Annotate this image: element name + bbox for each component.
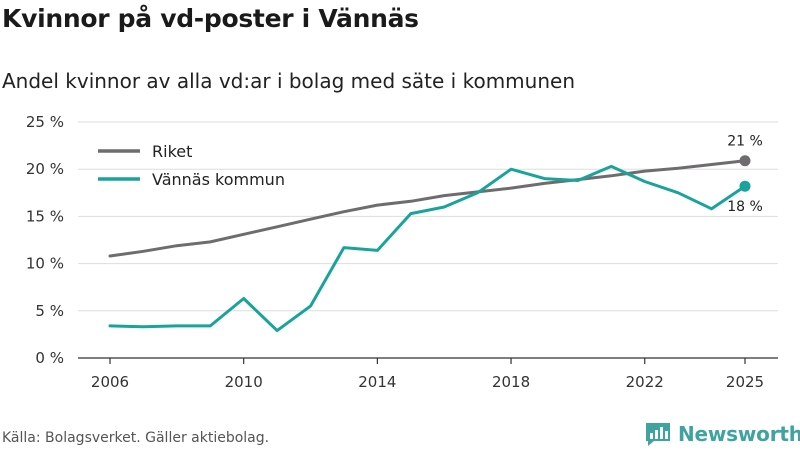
- series-end-label: 18 %: [727, 199, 763, 215]
- chart-title: Kvinnor på vd-poster i Vännäs: [2, 4, 419, 33]
- y-tick-label: 0 %: [35, 349, 64, 367]
- x-tick-label: 2018: [492, 373, 530, 391]
- y-tick-label: 10 %: [26, 255, 64, 273]
- y-tick-label: 5 %: [35, 302, 64, 320]
- newsworthy-logo-icon: [646, 423, 670, 446]
- x-tick-label: 2010: [225, 373, 263, 391]
- x-tick-label: 2006: [91, 373, 129, 391]
- chart-subtitle: Andel kvinnor av alla vd:ar i bolag med …: [2, 69, 575, 93]
- x-tick-label: 2022: [626, 373, 664, 391]
- x-tick-label: 2014: [358, 373, 396, 391]
- series-end-point: [739, 180, 751, 192]
- x-tick-label: 2025: [726, 373, 764, 391]
- source-note: Källa: Bolagsverket. Gäller aktiebolag.: [2, 430, 270, 446]
- legend-label: Vännäs kommun: [152, 170, 285, 189]
- y-tick-label: 15 %: [26, 207, 64, 225]
- series-end-point: [739, 155, 751, 167]
- y-tick-label: 25 %: [26, 113, 64, 131]
- legend-label: Riket: [152, 142, 192, 161]
- series-line-vannas: [108, 164, 747, 333]
- brand-logo[interactable]: Newsworthy: [644, 421, 800, 447]
- y-tick-label: 20 %: [26, 160, 64, 178]
- brand-name: Newsworthy: [678, 422, 800, 446]
- series-end-label: 21 %: [727, 134, 763, 150]
- series-line-riket: [108, 159, 747, 258]
